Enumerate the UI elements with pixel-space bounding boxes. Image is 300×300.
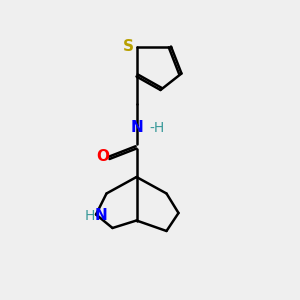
Text: -H: -H [149,121,165,134]
Text: S: S [123,39,134,54]
Text: H: H [84,209,94,223]
Text: N: N [130,120,143,135]
Text: N: N [95,208,108,224]
Text: O: O [96,149,110,164]
